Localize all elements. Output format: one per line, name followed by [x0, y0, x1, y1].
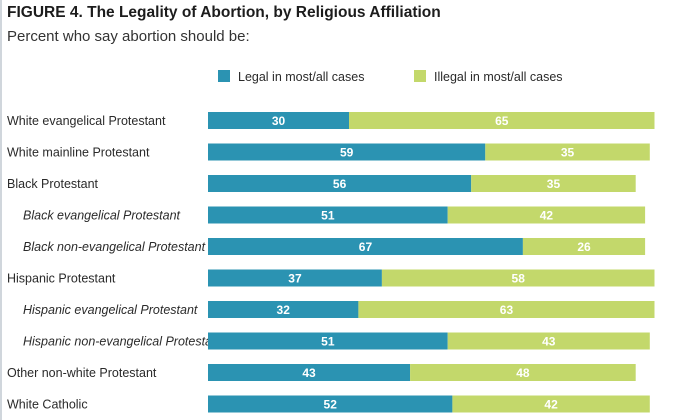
bar-value-legal: 30 — [272, 114, 286, 128]
chart-subtitle: Percent who say abortion should be: — [7, 28, 250, 45]
legend-label-legal: Legal in most/all cases — [238, 70, 364, 84]
bar-illegal — [410, 364, 636, 381]
bar-value-legal: 43 — [302, 366, 316, 380]
bar-legal — [208, 175, 472, 192]
bar-legal — [208, 269, 382, 287]
bar-value-illegal: 35 — [547, 177, 561, 191]
legend: Legal in most/all cases Illegal in most/a… — [218, 70, 563, 84]
bar-legal — [208, 112, 349, 129]
category-label: White evangelical Protestant — [7, 114, 166, 128]
bar-value-legal: 56 — [333, 177, 347, 191]
category-labels: White evangelical Protestant White mainli… — [7, 114, 223, 412]
bar-value-illegal: 48 — [516, 366, 530, 380]
bar-legal — [208, 332, 448, 350]
bar-value-illegal: 63 — [500, 303, 514, 317]
bar-value-illegal: 43 — [542, 335, 556, 349]
bar-value-illegal: 42 — [540, 209, 554, 223]
category-label: White mainline Protestant — [7, 146, 150, 160]
bar-value-legal: 51 — [321, 335, 335, 349]
bar-value-illegal: 58 — [512, 272, 526, 286]
bar-value-illegal: 35 — [561, 146, 575, 160]
left-border-rule — [0, 0, 2, 420]
category-label: Hispanic non-evangelical Protestant — [23, 335, 223, 349]
bars — [208, 112, 655, 413]
bar-legal — [208, 301, 359, 318]
bar-legal — [208, 395, 453, 413]
bar-value-labels: 30 65 59 35 56 35 51 42 67 26 37 58 32 63 51 43 43 48 52 42 — [272, 114, 591, 412]
bar-illegal — [447, 332, 650, 350]
bar-value-illegal: 42 — [544, 398, 558, 412]
bar-value-illegal: 26 — [577, 240, 591, 254]
bar-illegal — [452, 395, 650, 413]
bar-value-legal: 59 — [340, 146, 354, 160]
category-label: Hispanic evangelical Protestant — [23, 303, 198, 317]
category-label: Black non-evangelical Protestant — [23, 240, 206, 254]
bar-value-legal: 32 — [277, 303, 291, 317]
bar-value-legal: 51 — [321, 209, 335, 223]
bar-legal — [208, 238, 523, 255]
category-label: Other non-white Protestant — [7, 366, 157, 380]
bar-illegal — [522, 238, 646, 255]
bar-illegal — [381, 269, 655, 287]
bar-illegal — [485, 143, 650, 161]
category-label: Black evangelical Protestant — [23, 209, 181, 223]
bar-illegal — [349, 112, 655, 129]
bar-value-legal: 67 — [359, 240, 373, 254]
legend-swatch-legal — [218, 70, 230, 82]
legend-swatch-illegal — [414, 70, 426, 82]
category-label: Hispanic Protestant — [7, 272, 116, 286]
bar-value-legal: 37 — [288, 272, 302, 286]
bar-illegal — [358, 301, 655, 318]
legend-label-illegal: Illegal in most/all cases — [434, 70, 563, 84]
bar-legal — [208, 143, 486, 161]
chart-title: FIGURE 4. The Legality of Abortion, by R… — [7, 4, 441, 21]
bar-legal — [208, 364, 411, 381]
bar-legal — [208, 206, 448, 224]
category-label: White Catholic — [7, 398, 88, 412]
category-label: Black Protestant — [7, 177, 99, 191]
bar-value-illegal: 65 — [495, 114, 509, 128]
bar-illegal — [447, 206, 646, 224]
bar-illegal — [471, 175, 636, 192]
bar-value-legal: 52 — [324, 398, 338, 412]
